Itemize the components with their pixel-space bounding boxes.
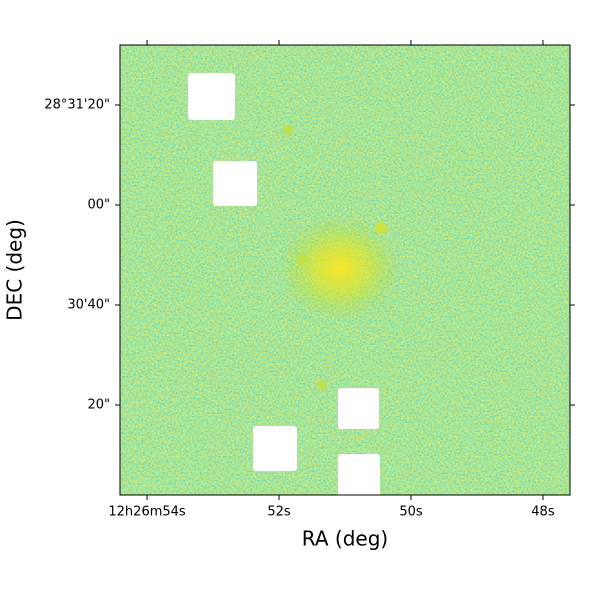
star <box>297 255 307 265</box>
x-tick-label: 12h26m54s <box>108 505 186 520</box>
x-tick-label: 48s <box>531 505 555 520</box>
star <box>375 222 387 234</box>
y-tick-label: 20" <box>87 398 110 413</box>
x-tick-label: 50s <box>399 505 423 520</box>
mask <box>253 426 297 471</box>
y-tick-label: 00" <box>87 198 110 213</box>
mask <box>188 73 235 120</box>
y-tick-label: 30'40" <box>67 298 110 313</box>
mask <box>213 161 257 206</box>
frame <box>119 44 571 496</box>
mask <box>338 454 380 495</box>
y-tick-label: 28°31'20" <box>44 98 110 113</box>
star <box>283 125 293 135</box>
y-axis-label: DEC (deg) <box>3 219 27 321</box>
x-axis-label: RA (deg) <box>302 527 388 551</box>
galaxy <box>280 216 400 320</box>
image <box>120 45 570 495</box>
star <box>317 380 327 390</box>
x-tick-label: 52s <box>267 505 291 520</box>
mask <box>338 388 379 429</box>
